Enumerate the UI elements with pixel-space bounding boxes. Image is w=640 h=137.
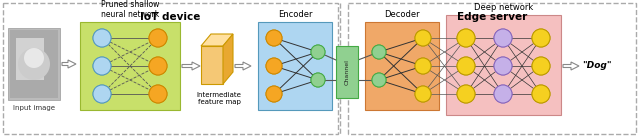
Bar	[336, 46, 358, 98]
Circle shape	[457, 29, 475, 47]
Circle shape	[149, 57, 167, 75]
Text: Decoder: Decoder	[384, 10, 420, 19]
Circle shape	[532, 29, 550, 47]
Circle shape	[266, 86, 282, 102]
Circle shape	[494, 57, 512, 75]
Circle shape	[149, 29, 167, 47]
Circle shape	[532, 29, 550, 47]
Circle shape	[494, 57, 512, 75]
Circle shape	[149, 57, 167, 75]
Circle shape	[149, 85, 167, 103]
Polygon shape	[563, 62, 579, 70]
Text: Encoder: Encoder	[278, 10, 312, 19]
Circle shape	[372, 73, 386, 87]
Circle shape	[24, 48, 44, 68]
Polygon shape	[235, 62, 251, 70]
Circle shape	[494, 85, 512, 103]
Circle shape	[372, 73, 386, 87]
Circle shape	[311, 45, 325, 59]
Bar	[16, 38, 44, 80]
Circle shape	[457, 29, 475, 47]
Bar	[446, 15, 561, 115]
Bar	[10, 30, 58, 98]
Circle shape	[149, 85, 167, 103]
Circle shape	[457, 57, 475, 75]
Bar	[258, 22, 332, 110]
Text: Channel: Channel	[344, 59, 349, 85]
Circle shape	[532, 57, 550, 75]
Text: Intermediate
feature map: Intermediate feature map	[196, 92, 241, 105]
Circle shape	[266, 58, 282, 74]
Circle shape	[311, 45, 325, 59]
Circle shape	[311, 73, 325, 87]
Text: Deep network: Deep network	[474, 3, 533, 12]
Circle shape	[266, 30, 282, 46]
Circle shape	[457, 85, 475, 103]
Circle shape	[93, 29, 111, 47]
Circle shape	[415, 30, 431, 46]
Circle shape	[532, 85, 550, 103]
Circle shape	[494, 29, 512, 47]
Bar	[201, 46, 223, 84]
Circle shape	[93, 57, 111, 75]
Bar	[365, 22, 439, 110]
Bar	[80, 22, 180, 110]
Polygon shape	[223, 34, 233, 84]
Text: Input image: Input image	[13, 105, 55, 111]
Circle shape	[93, 29, 111, 47]
Text: IoT device: IoT device	[140, 12, 201, 22]
Circle shape	[532, 85, 550, 103]
Circle shape	[494, 85, 512, 103]
Circle shape	[372, 45, 386, 59]
Circle shape	[415, 58, 431, 74]
Circle shape	[18, 48, 50, 80]
Bar	[348, 3, 636, 134]
Text: Edge server: Edge server	[457, 12, 527, 22]
Circle shape	[415, 58, 431, 74]
Circle shape	[93, 57, 111, 75]
Polygon shape	[182, 62, 200, 70]
Circle shape	[149, 29, 167, 47]
Circle shape	[415, 86, 431, 102]
Circle shape	[266, 30, 282, 46]
Circle shape	[93, 85, 111, 103]
Circle shape	[457, 85, 475, 103]
Circle shape	[532, 57, 550, 75]
Polygon shape	[201, 34, 233, 46]
Circle shape	[415, 86, 431, 102]
Circle shape	[494, 29, 512, 47]
Bar	[8, 28, 60, 100]
Circle shape	[311, 73, 325, 87]
Circle shape	[266, 58, 282, 74]
Bar	[3, 3, 338, 134]
Circle shape	[415, 30, 431, 46]
Circle shape	[457, 57, 475, 75]
Circle shape	[266, 86, 282, 102]
Circle shape	[372, 45, 386, 59]
Text: Pruned shallow
neural network: Pruned shallow neural network	[101, 0, 159, 19]
Polygon shape	[62, 60, 76, 68]
Circle shape	[93, 85, 111, 103]
Text: "Dog": "Dog"	[582, 62, 612, 71]
